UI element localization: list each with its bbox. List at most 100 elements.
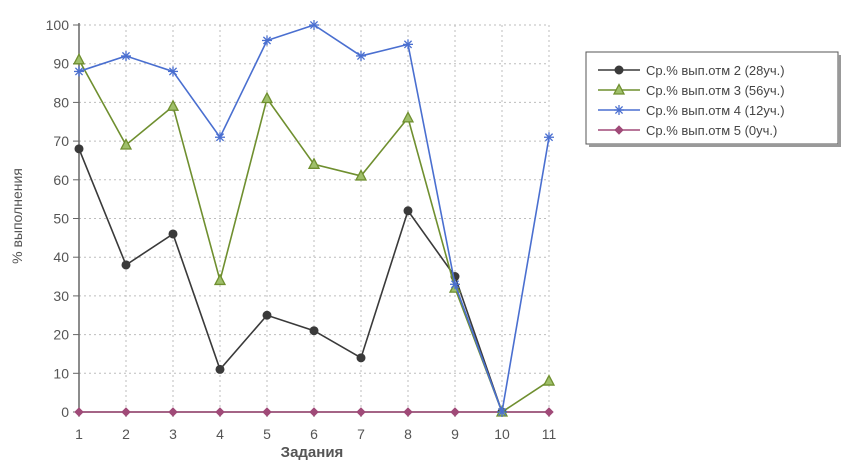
x-tick-label: 6 — [310, 426, 318, 442]
y-tick-label: 60 — [53, 172, 69, 188]
x-tick-label: 7 — [357, 426, 365, 442]
star-stroke — [356, 51, 366, 61]
star-stroke — [614, 105, 624, 115]
x-tick-label: 10 — [494, 426, 510, 442]
y-tick-label: 100 — [46, 17, 70, 33]
y-tick-label: 50 — [53, 211, 69, 227]
data-point — [356, 353, 366, 363]
data-point — [215, 132, 225, 143]
data-point — [74, 407, 84, 417]
data-point — [262, 407, 272, 417]
data-point — [262, 310, 272, 320]
data-point — [401, 110, 415, 123]
star-stroke — [497, 407, 507, 417]
data-point — [262, 35, 272, 46]
data-point — [309, 20, 319, 30]
legend-swatch-marker — [614, 65, 624, 75]
series-line — [78, 148, 503, 413]
legend-shadow — [838, 55, 841, 147]
legend-label: Ср.% вып.отм 4 (12уч.) — [646, 103, 785, 118]
star-stroke — [74, 67, 84, 76]
data-point — [403, 39, 413, 50]
data-point — [74, 144, 84, 154]
x-tick-labels: 1 2 3 4 5 6 7 8 9 10 11 — [75, 426, 556, 442]
data-point — [215, 407, 225, 417]
star-stroke — [215, 133, 225, 142]
data-point — [260, 91, 274, 104]
y-axis-label: % выполнения — [9, 168, 25, 264]
x-tick-label: 5 — [263, 426, 271, 442]
data-point — [450, 407, 460, 417]
data-point — [542, 374, 556, 386]
series-3 — [74, 20, 554, 417]
legend-swatch-marker — [614, 125, 624, 135]
legend-label: Ср.% вып.отм 5 (0уч.) — [646, 123, 777, 138]
legend-item-1: Ср.% вып.отм 2 (28уч.) — [598, 63, 785, 78]
x-tick-label: 9 — [451, 426, 459, 442]
series-group — [72, 20, 556, 417]
star-stroke — [544, 133, 554, 142]
series-1 — [74, 144, 507, 417]
axes — [73, 23, 550, 417]
x-tick-label: 2 — [122, 426, 130, 442]
data-point — [403, 407, 413, 417]
y-tick-labels: 0 10 20 30 40 50 60 70 80 90 100 — [46, 17, 70, 420]
y-tick-label: 80 — [53, 94, 69, 110]
legend-shadow — [589, 144, 841, 147]
star-stroke — [403, 40, 413, 49]
y-tick-label: 30 — [53, 288, 69, 304]
data-point — [309, 407, 319, 417]
data-point — [497, 407, 507, 417]
legend-item-4: Ср.% вып.отм 5 (0уч.) — [598, 123, 777, 138]
data-point — [215, 364, 225, 374]
legend-item-2: Ср.% вып.отм 3 (56уч.) — [598, 83, 785, 98]
data-point — [544, 132, 554, 143]
data-point — [168, 66, 178, 77]
data-point — [356, 407, 366, 417]
data-point — [72, 52, 86, 65]
x-tick-label: 3 — [169, 426, 177, 442]
star-stroke — [262, 36, 272, 45]
data-point — [356, 50, 366, 61]
star-stroke — [450, 280, 460, 289]
x-tick-label: 4 — [216, 426, 224, 442]
y-tick-label: 70 — [53, 133, 69, 149]
legend-item-3: Ср.% вып.отм 4 (12уч.) — [598, 103, 785, 118]
y-tick-label: 10 — [53, 365, 69, 381]
x-axis-label: Задания — [281, 444, 344, 461]
star-stroke — [168, 67, 178, 76]
legend-swatch-marker — [614, 105, 624, 115]
grid — [79, 24, 550, 412]
legend-frame — [585, 51, 839, 145]
legend: Ср.% вып.отм 2 (28уч.) Ср.% вып.отм 3 (56… — [585, 51, 841, 147]
legend-swatch-marker — [612, 83, 626, 95]
star-stroke — [309, 20, 319, 30]
series-4 — [74, 407, 554, 417]
y-tick-label: 20 — [53, 327, 69, 343]
data-point — [166, 99, 180, 111]
data-point — [168, 229, 178, 239]
x-tick-label: 8 — [404, 426, 412, 442]
x-tick-label: 1 — [75, 426, 83, 442]
data-point — [544, 407, 554, 417]
star-stroke — [121, 51, 131, 61]
data-point — [403, 206, 413, 216]
data-point — [168, 407, 178, 417]
data-point — [450, 279, 460, 290]
data-point — [121, 260, 131, 270]
y-tick-label: 0 — [61, 404, 69, 420]
x-tick-label: 11 — [542, 426, 557, 442]
data-point — [121, 50, 131, 61]
legend-label: Ср.% вып.отм 2 (28уч.) — [646, 63, 785, 78]
data-point — [121, 407, 131, 417]
y-tick-label: 40 — [53, 249, 69, 265]
data-point — [354, 169, 368, 181]
data-point — [307, 157, 321, 169]
data-point — [74, 66, 84, 77]
y-tick-label: 90 — [53, 56, 69, 72]
data-point — [119, 138, 133, 150]
data-point — [309, 326, 319, 336]
data-point — [213, 273, 227, 286]
legend-label: Ср.% вып.отм 3 (56уч.) — [646, 83, 785, 98]
